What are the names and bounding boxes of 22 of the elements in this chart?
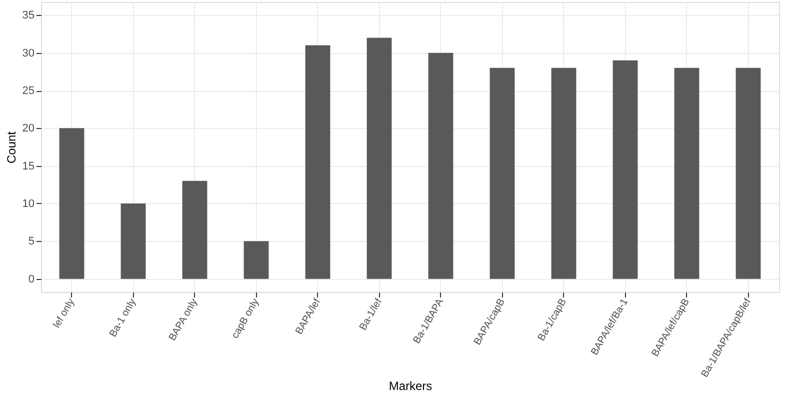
x-axis-title: Markers xyxy=(388,378,432,393)
bar xyxy=(551,68,576,279)
bar xyxy=(612,60,638,279)
y-tick-label: 35 xyxy=(22,10,34,22)
bar xyxy=(674,68,700,279)
bar xyxy=(490,68,515,279)
y-tick-label: 5 xyxy=(28,236,34,248)
bar xyxy=(59,128,84,279)
bar xyxy=(120,203,146,279)
y-axis-title: Count xyxy=(4,130,18,164)
y-tick-label: 25 xyxy=(22,85,34,98)
y-tick-label: 10 xyxy=(22,198,34,210)
y-tick-label: 30 xyxy=(22,47,34,60)
y-tick-label: 0 xyxy=(28,273,34,286)
bar xyxy=(182,180,208,279)
bar xyxy=(428,52,454,279)
y-tick-label: 15 xyxy=(22,160,34,172)
bar xyxy=(305,45,330,279)
y-tick-label: 20 xyxy=(22,122,34,135)
bar xyxy=(366,38,392,279)
bar xyxy=(736,68,761,279)
bar xyxy=(244,241,269,279)
